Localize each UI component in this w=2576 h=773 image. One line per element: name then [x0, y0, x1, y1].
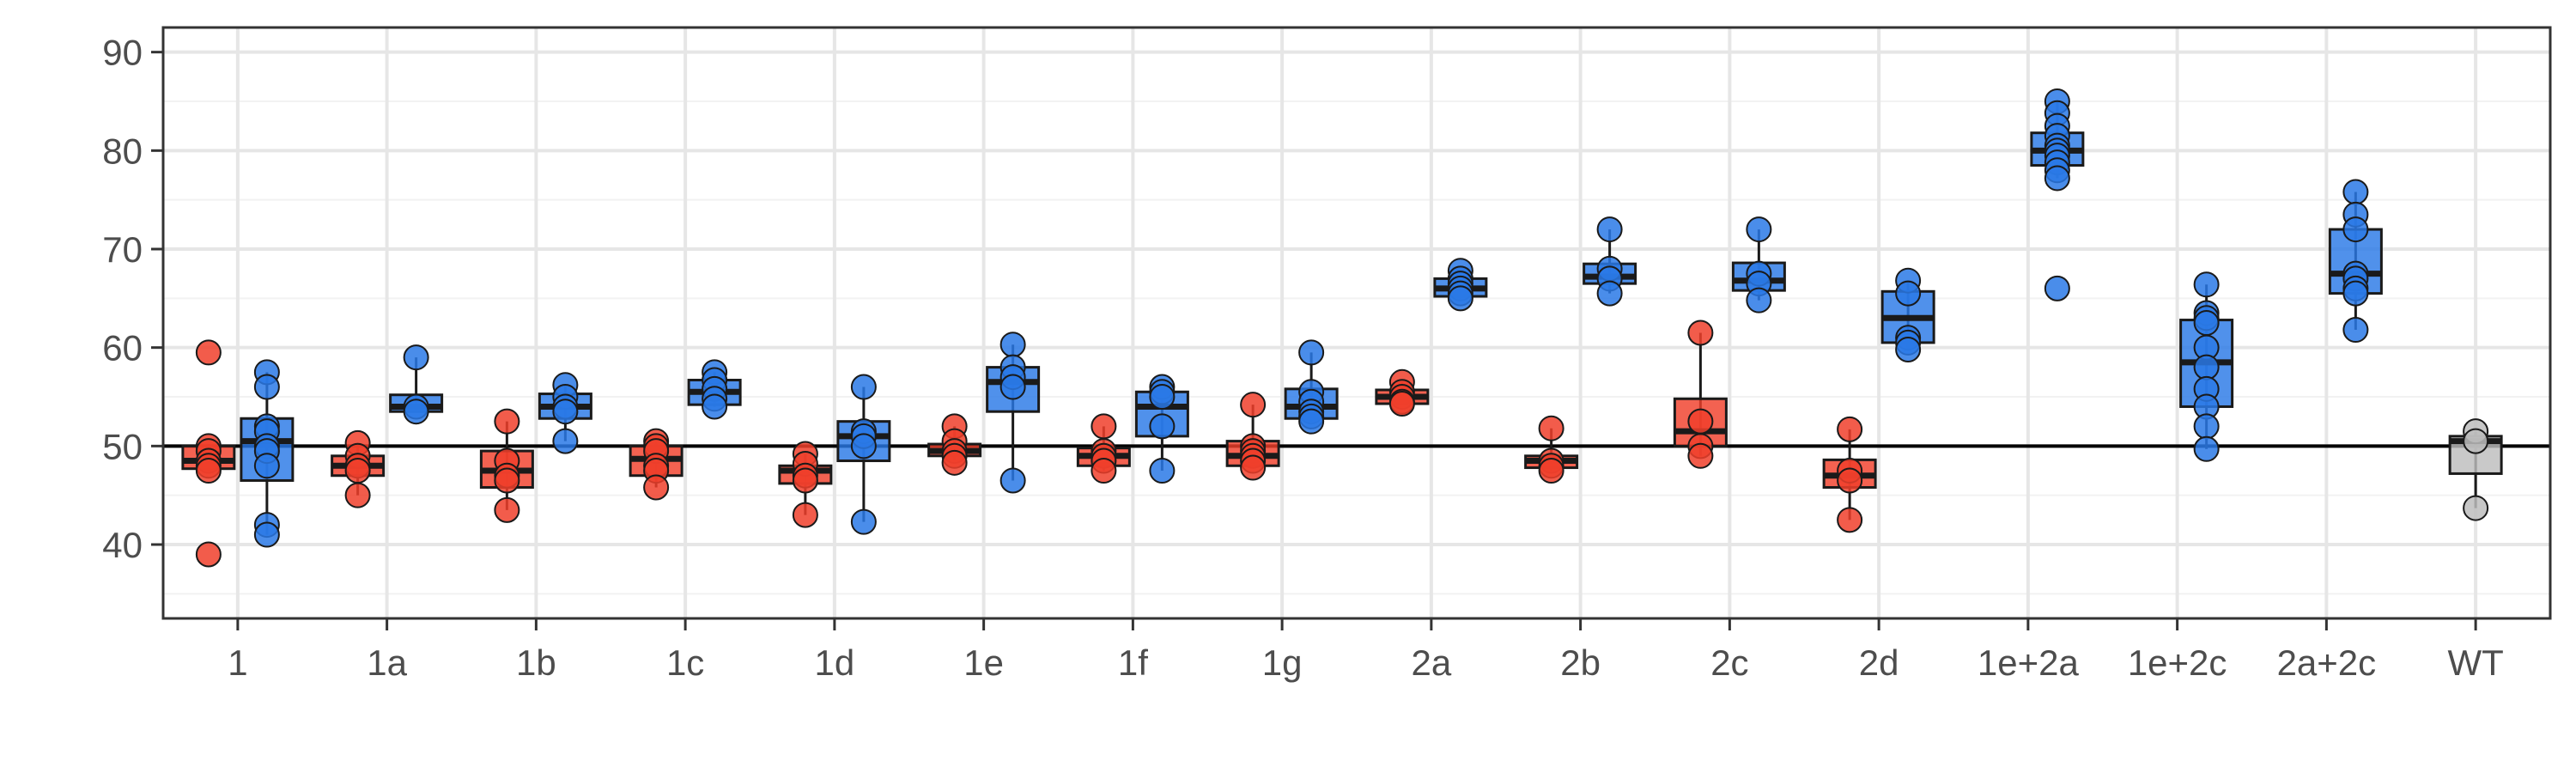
- point-2c-red-0: [1687, 320, 1714, 346]
- point-1a-red-3: [344, 458, 371, 484]
- point-1e+2c-blue-9: [2193, 435, 2220, 462]
- point-1-red-5: [195, 458, 222, 484]
- point-1e-blue-3: [999, 374, 1026, 400]
- point-2a+2c-blue-2: [2342, 216, 2369, 243]
- point-1e+2a-blue-10: [2044, 275, 2070, 301]
- x-tick-label-1b: 1b: [516, 642, 556, 683]
- point-1-blue-6: [253, 453, 280, 479]
- box-plot-marks: [181, 88, 2503, 568]
- point-1g-red-5: [1240, 454, 1267, 481]
- point-2d-red-3: [1837, 507, 1863, 533]
- point-2c-red-3: [1687, 442, 1714, 469]
- x-tick-label-1d: 1d: [815, 642, 855, 683]
- point-1e-red-4: [941, 449, 968, 476]
- x-tick-label-1c: 1c: [666, 642, 704, 683]
- y-tick-label-90: 90: [102, 33, 143, 73]
- point-1g-red-0: [1240, 392, 1267, 418]
- point-1d-blue-3: [850, 433, 877, 460]
- point-WT-grey-2: [2463, 495, 2489, 521]
- point-1c-blue-4: [702, 393, 728, 420]
- point-2a+2c-blue-7: [2342, 317, 2369, 344]
- point-1b-red-0: [494, 408, 520, 435]
- point-2a+2c-blue-0: [2342, 179, 2369, 205]
- point-WT-grey-1: [2463, 428, 2489, 454]
- point-1f-blue-2: [1149, 384, 1176, 410]
- point-2c-blue-0: [1746, 216, 1772, 243]
- x-tick-label-2a+2c: 2a+2c: [2277, 642, 2377, 683]
- point-1a-blue-2: [403, 399, 429, 425]
- point-1d-red-3: [792, 467, 818, 494]
- point-1b-red-4: [494, 496, 520, 523]
- point-1b-red-3: [494, 467, 520, 494]
- point-1-red-6: [195, 541, 222, 568]
- point-1-blue-8: [253, 521, 280, 548]
- point-2b-red-0: [1538, 415, 1564, 441]
- point-1f-blue-3: [1149, 413, 1176, 440]
- x-tick-label-1e+2a: 1e+2a: [1978, 642, 2080, 683]
- point-1d-red-4: [792, 502, 818, 528]
- point-1g-blue-0: [1298, 339, 1325, 366]
- x-tick-label-2b: 2b: [1560, 642, 1601, 683]
- x-tick-label-1e: 1e: [963, 642, 1004, 683]
- point-1e+2c-blue-3: [2193, 310, 2220, 336]
- point-1f-blue-4: [1149, 458, 1176, 484]
- x-tick-label-1e+2c: 1e+2c: [2128, 642, 2227, 683]
- point-1e-blue-0: [999, 332, 1026, 358]
- point-2c-red-1: [1687, 408, 1714, 435]
- y-tick-label-80: 80: [102, 131, 143, 171]
- point-1d-blue-0: [850, 374, 877, 400]
- point-1b-blue-3: [552, 399, 579, 425]
- x-tick-label-2d: 2d: [1859, 642, 1899, 683]
- point-1-blue-1: [253, 374, 280, 400]
- point-1g-blue-5: [1298, 408, 1325, 435]
- point-1b-blue-4: [552, 428, 579, 454]
- point-1d-blue-4: [850, 508, 877, 535]
- point-1f-red-0: [1091, 413, 1117, 440]
- point-1e+2c-blue-0: [2193, 271, 2220, 298]
- y-tick-label-70: 70: [102, 229, 143, 270]
- axes: 40 50 60 70 80 90 1 1a 1b 1c 1d 1e 1f 1g 2a 2b 2c 2d 1e+2a…: [102, 33, 2503, 683]
- point-2b-red-3: [1538, 458, 1564, 484]
- x-tick-label-2a: 2a: [1412, 642, 1452, 683]
- point-2c-blue-3: [1746, 287, 1772, 313]
- y-tick-label-60: 60: [102, 328, 143, 368]
- point-1-red-0: [195, 339, 222, 366]
- point-1e-blue-4: [999, 467, 1026, 494]
- point-2b-blue-3: [1596, 280, 1623, 307]
- x-tick-label-1g: 1g: [1262, 642, 1303, 683]
- point-2d-blue-1: [1895, 280, 1922, 307]
- point-2d-red-0: [1837, 416, 1863, 442]
- x-tick-label-1f: 1f: [1118, 642, 1148, 683]
- y-tick-label-40: 40: [102, 525, 143, 565]
- point-2a-red-4: [1388, 391, 1415, 417]
- point-1e+2a-blue-9: [2044, 165, 2070, 192]
- x-tick-label-2c: 2c: [1710, 642, 1748, 683]
- x-tick-label-1: 1: [228, 642, 247, 683]
- point-2b-blue-0: [1596, 216, 1623, 243]
- point-1e+2c-blue-5: [2193, 354, 2220, 380]
- point-2a+2c-blue-6: [2342, 280, 2369, 307]
- point-1a-red-4: [344, 482, 371, 508]
- point-1e+2c-blue-8: [2193, 413, 2220, 440]
- point-1a-blue-0: [403, 344, 429, 371]
- point-2a-blue-5: [1447, 285, 1473, 312]
- point-2d-blue-4: [1895, 336, 1922, 362]
- plot-panel-border: [161, 26, 2552, 620]
- point-2d-red-2: [1837, 467, 1863, 494]
- x-tick-label-WT: WT: [2447, 642, 2503, 683]
- x-tick-label-1a: 1a: [367, 642, 407, 683]
- y-tick-label-50: 50: [102, 426, 143, 466]
- point-1c-red-5: [643, 474, 670, 501]
- point-1f-red-4: [1091, 458, 1117, 484]
